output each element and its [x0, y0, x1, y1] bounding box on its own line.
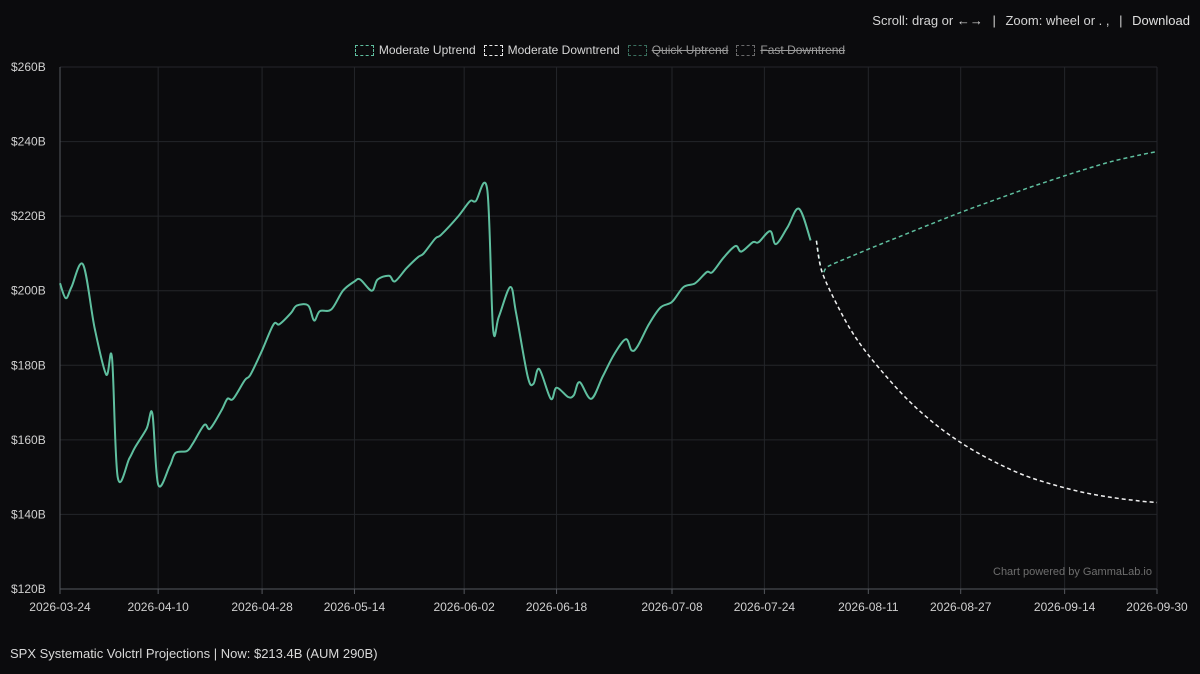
y-tick-label: $220B	[11, 209, 46, 223]
x-tick-label: 2026-07-24	[734, 600, 796, 614]
history-line	[59, 181, 812, 488]
legend-item-moderate-uptrend[interactable]: Moderate Uptrend	[354, 43, 476, 57]
x-tick-label: 2026-09-30	[1126, 600, 1188, 614]
y-tick-label: $200B	[11, 284, 46, 298]
x-tick-label: 2026-06-18	[526, 600, 588, 614]
legend-item-fast-downtrend[interactable]: Fast Downtrend	[736, 43, 845, 57]
y-tick-label: $260B	[11, 60, 46, 74]
chart-credit: Chart powered by GammaLab.io	[993, 566, 1152, 578]
x-tick-label: 2026-05-14	[324, 600, 386, 614]
chart-series	[59, 150, 1158, 504]
y-tick-label: $180B	[11, 358, 46, 372]
toolbar-separator: |	[1119, 13, 1123, 28]
x-tick-label: 2026-07-08	[641, 600, 703, 614]
y-tick-label: $120B	[11, 582, 46, 596]
chart-footer-title: SPX Systematic Volctrl Projections | Now…	[10, 646, 378, 661]
x-axis: 2026-03-24 2026-04-10 2026-04-28 2026-05-14…	[29, 67, 1188, 614]
x-tick-label: 2026-08-11	[838, 600, 899, 614]
legend-label: Moderate Uptrend	[378, 43, 476, 57]
y-tick-label: $240B	[11, 135, 46, 149]
legend-swatch	[483, 44, 503, 56]
legend-swatch	[354, 44, 374, 56]
x-tick-label: 2026-09-14	[1034, 600, 1096, 614]
x-tick-label: 2026-06-02	[433, 600, 495, 614]
download-button[interactable]: Download	[1132, 13, 1190, 28]
x-tick-label: 2026-03-24	[29, 600, 91, 614]
legend-item-moderate-downtrend[interactable]: Moderate Downtrend	[483, 43, 620, 57]
toolbar-separator: |	[992, 13, 996, 28]
x-tick-label: 2026-04-10	[127, 600, 189, 614]
legend-swatch	[627, 44, 647, 56]
chart-legend: Moderate Uptrend Moderate Downtrend Quic…	[0, 43, 1200, 57]
y-axis: $120B $140B $160B $180B $200B $220B $240B $260B	[11, 60, 46, 596]
y-tick-label: $160B	[11, 433, 46, 447]
chart-toolbar: Scroll: drag or ←→ | Zoom: wheel or . , …	[872, 13, 1190, 28]
legend-label: Moderate Downtrend	[507, 43, 620, 57]
legend-label: Quick Uptrend	[651, 43, 729, 57]
chart-grid	[59, 66, 1158, 590]
uptrend-line	[815, 150, 1158, 275]
legend-swatch	[736, 44, 756, 56]
scroll-hint: Scroll: drag or ←→	[872, 13, 983, 28]
zoom-hint: Zoom: wheel or . ,	[1005, 13, 1110, 28]
legend-label: Fast Downtrend	[760, 43, 846, 57]
downtrend-line	[815, 240, 1158, 504]
x-tick-label: 2026-08-27	[930, 600, 992, 614]
legend-item-quick-uptrend[interactable]: Quick Uptrend	[627, 43, 729, 57]
y-tick-label: $140B	[11, 507, 46, 521]
x-tick-label: 2026-04-28	[231, 600, 293, 614]
